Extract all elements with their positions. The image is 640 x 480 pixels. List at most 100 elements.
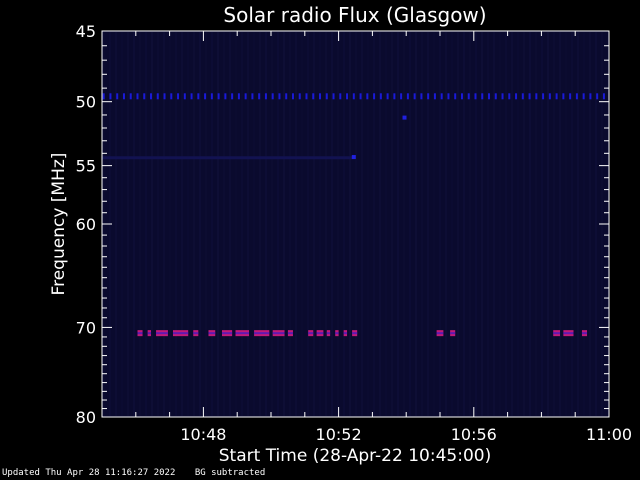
noise-streak xyxy=(367,32,369,416)
emission-spot xyxy=(351,155,356,160)
noise-streak xyxy=(205,32,207,416)
emission-dot-49.6mhz xyxy=(548,93,551,100)
y-tick-label: 50 xyxy=(76,93,96,112)
noise-streak xyxy=(265,32,267,416)
noise-streak xyxy=(133,32,135,416)
emission-burst-core xyxy=(553,332,560,335)
emission-dot-49.6mhz xyxy=(264,93,267,100)
noise-streak xyxy=(415,32,417,416)
noise-streak xyxy=(271,32,273,416)
noise-streak xyxy=(565,32,567,416)
emission-dot-49.6mhz xyxy=(258,93,261,100)
emission-dot-49.6mhz xyxy=(528,93,531,100)
x-axis: 10:48 10:52 10:56 11:00 xyxy=(101,31,632,444)
noise-streak xyxy=(523,32,525,416)
emission-dot-49.6mhz xyxy=(582,93,585,100)
noise-streak xyxy=(385,32,387,416)
emission-dot-49.6mhz xyxy=(129,93,132,100)
emission-dot-49.6mhz xyxy=(271,93,274,100)
noise-streak xyxy=(259,32,261,416)
faint-band-54mhz xyxy=(102,156,356,160)
y-tick-label: 70 xyxy=(76,318,96,337)
noise-streak xyxy=(325,32,327,416)
noise-streak xyxy=(217,32,219,416)
noise-streak xyxy=(469,32,471,416)
emission-burst-core xyxy=(335,332,339,335)
noise-streak xyxy=(487,32,489,416)
emission-dot-49.6mhz xyxy=(373,93,376,100)
noise-streak xyxy=(157,32,159,416)
noise-streak xyxy=(541,32,543,416)
noise-streak xyxy=(229,32,231,416)
emission-burst-core xyxy=(172,332,189,335)
plot-background xyxy=(102,31,609,417)
emission-dot-49.6mhz xyxy=(156,93,159,100)
noise-streak xyxy=(559,32,561,416)
emission-burst-core xyxy=(450,332,456,335)
emission-dot-49.6mhz xyxy=(488,93,491,100)
emission-dot-49.6mhz xyxy=(109,93,112,100)
noise-streak xyxy=(577,32,579,416)
emission-dot-49.6mhz xyxy=(291,93,294,100)
noise-streak xyxy=(433,32,435,416)
emission-burst-core xyxy=(221,332,233,335)
emission-dot-49.6mhz xyxy=(163,93,166,100)
emission-burst-core xyxy=(137,332,143,335)
noise-streak xyxy=(283,32,285,416)
emission-dot-49.6mhz xyxy=(508,93,511,100)
noise-streak xyxy=(337,32,339,416)
noise-streak xyxy=(571,32,573,416)
emission-dot-49.6mhz xyxy=(237,93,240,100)
emission-burst-core xyxy=(326,332,331,335)
emission-dot-49.6mhz xyxy=(569,93,572,100)
emission-dot-49.6mhz xyxy=(319,93,322,100)
noise-streak xyxy=(139,32,141,416)
noise-streak xyxy=(163,32,165,416)
noise-streak xyxy=(115,32,117,416)
emission-dot-49.6mhz xyxy=(224,93,227,100)
noise-streak xyxy=(589,32,591,416)
noise-streak xyxy=(403,32,405,416)
noise-streak xyxy=(289,32,291,416)
noise-streak xyxy=(331,32,333,416)
emission-dot-49.6mhz xyxy=(521,93,524,100)
chart-title: Solar radio Flux (Glasgow) xyxy=(223,3,486,27)
emission-dot-49.6mhz xyxy=(535,93,538,100)
noise-streak xyxy=(391,32,393,416)
noise-streak xyxy=(517,32,519,416)
emission-burst-core xyxy=(343,332,348,335)
emission-dot-49.6mhz xyxy=(440,93,443,100)
noise-streak xyxy=(145,32,147,416)
emission-burst-core xyxy=(254,332,270,335)
emission-dot-49.6mhz xyxy=(150,93,153,100)
noise-streak xyxy=(355,32,357,416)
noise-streak xyxy=(475,32,477,416)
emission-dot-49.6mhz xyxy=(346,93,349,100)
emission-dot-49.6mhz xyxy=(562,93,565,100)
emission-dot-49.6mhz xyxy=(116,93,119,100)
emission-dot-49.6mhz xyxy=(515,93,518,100)
emission-dot-49.6mhz xyxy=(136,93,139,100)
noise-streak xyxy=(241,32,243,416)
emission-dot-49.6mhz xyxy=(413,93,416,100)
emission-dot-49.6mhz xyxy=(359,93,362,100)
emission-dot-49.6mhz xyxy=(251,93,254,100)
emission-dot-49.6mhz xyxy=(122,93,125,100)
noise-streak xyxy=(463,32,465,416)
emission-dot-49.6mhz xyxy=(433,93,436,100)
background-note: BG subtracted xyxy=(194,468,266,478)
emission-dot-49.6mhz xyxy=(177,93,180,100)
noise-streak xyxy=(535,32,537,416)
emission-burst-core xyxy=(272,332,285,335)
emission-dot-49.6mhz xyxy=(190,93,193,100)
emission-dot-49.6mhz xyxy=(285,93,288,100)
x-tick-label: 10:56 xyxy=(451,425,497,444)
emission-dot-49.6mhz xyxy=(602,93,605,100)
emission-dot-49.6mhz xyxy=(312,93,315,100)
emission-dot-49.6mhz xyxy=(481,93,484,100)
emission-dot-49.6mhz xyxy=(474,93,477,100)
plot-area xyxy=(101,30,610,418)
emission-dot-49.6mhz xyxy=(420,93,423,100)
noise-streak xyxy=(175,32,177,416)
